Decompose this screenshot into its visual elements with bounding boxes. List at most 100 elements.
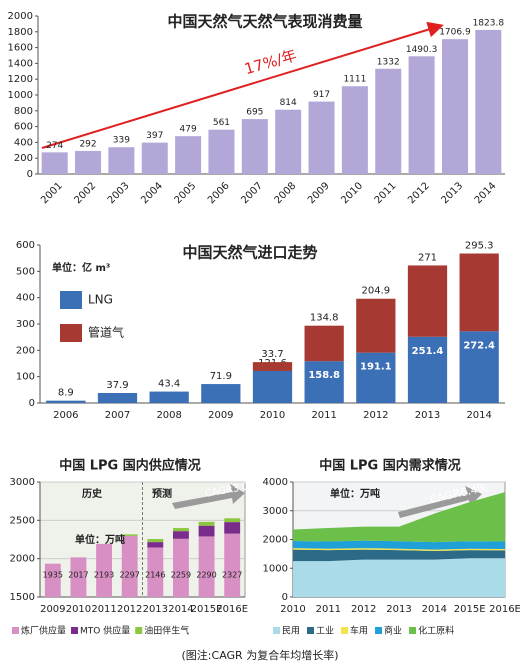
legend-label: 炼厂供应量 [21,625,66,637]
chart-title: 中国天然气进口走势 [182,244,317,262]
legend-label: 民用 [282,626,300,637]
value-label: 1490.3 [406,45,438,55]
x-tick-label: 2016E [216,604,248,615]
bar-segment [198,536,215,597]
x-tick-label: 2014 [168,604,193,615]
x-tick-label: 2014 [422,604,447,615]
value-label: 479 [180,125,197,135]
bar-segment [304,361,344,403]
x-tick-label: 2012 [351,604,376,615]
value-label: 134.8 [310,313,339,324]
value-label: 397 [146,131,163,141]
x-tick-label: 2005 [173,180,199,206]
y-tick-label: 400 [16,293,35,304]
x-tick-label: 2013 [143,604,168,615]
value-label: 695 [246,108,263,118]
x-tick-label: 2004 [139,180,165,206]
legend-swatch [341,627,349,634]
area [293,549,505,562]
bar-segment [121,535,138,597]
x-tick-label: 2008 [156,410,181,421]
value-label: 2290 [196,571,216,580]
bar [341,86,368,174]
y-tick-label: 200 [16,345,35,356]
bar-segment [172,528,189,532]
legend-label: LNG [88,293,113,307]
value-label: 295.3 [465,241,494,252]
y-tick-label: 400 [14,137,33,148]
x-tick-label: 2013 [386,604,411,615]
value-label: 2193 [94,571,114,580]
y-tick-label: 100 [16,372,35,383]
y-tick-label: 4000 [263,477,288,488]
bar-segment [201,384,241,403]
legend-swatch [71,627,79,634]
bar-segment [224,518,241,523]
value-label: 2146 [145,571,165,580]
bar-segment [224,522,241,534]
x-tick-label: 2014 [473,180,499,206]
value-label: 2259 [171,571,191,580]
x-tick-label: 2009 [306,180,332,206]
annotation: 17%/年 [242,46,298,78]
x-tick-label: 2011 [311,410,336,421]
value-label: 191.1 [360,362,392,373]
x-tick-label: 2012 [117,604,142,615]
bar-segment [304,325,344,362]
y-tick-label: 800 [14,106,33,117]
y-tick-label: 2000 [8,11,33,22]
bar-segment [172,531,189,539]
bar [408,56,435,175]
legend-label: 车用 [350,625,368,637]
bar-segment [407,265,448,337]
x-tick-label: 2014 [466,410,491,421]
x-tick-label: 2009 [40,604,65,615]
bar-segment [356,352,396,403]
bar-segment [121,534,138,536]
bar-segment [44,563,61,597]
x-tick-label: 2007 [239,180,265,206]
bar-segment [147,547,164,597]
bar-segment [356,298,396,353]
bar-segment [147,539,164,543]
legend-swatch [375,627,383,634]
y-tick-label: 2000 [10,554,35,565]
y-tick-label: 600 [14,122,33,133]
chart-title: 中国 LPG 国内供应情况 [59,458,201,474]
value-label: 814 [280,98,297,108]
y-tick-label: 0 [29,398,35,409]
x-tick-label: 2010 [66,604,91,615]
value-label: 271 [418,252,437,263]
bar [208,129,235,174]
y-tick-label: 0 [27,169,33,180]
value-label: 917 [313,90,330,100]
bar [41,152,68,174]
legend-swatch [409,627,417,634]
legend-swatch [12,627,19,634]
bar-segment [70,557,87,597]
x-tick-label: 2011 [91,604,116,615]
bar-segment [96,543,113,597]
legend-label: 化工原料 [418,625,454,637]
annotation: 单位：万吨 [330,487,380,500]
bar-segment [198,525,215,537]
trend-arrow [41,21,444,149]
y-tick-label: 1600 [8,43,33,54]
bar [475,29,502,174]
bar [241,119,268,174]
x-tick-label: 2010 [280,604,305,615]
bar-segment [252,370,293,403]
value-label: 1935 [43,571,63,580]
y-tick-label: 2500 [10,515,35,526]
y-tick-label: 300 [16,319,35,330]
value-label: 158.8 [308,370,340,381]
x-tick-label: 2006 [53,410,78,421]
value-label: 561 [213,118,230,128]
annotation: 预测 [152,487,172,500]
bar-segment [147,542,164,548]
area [293,548,505,551]
y-tick-label: 1500 [10,592,35,603]
legend-swatch [60,324,82,342]
value-label: 2297 [120,571,140,580]
